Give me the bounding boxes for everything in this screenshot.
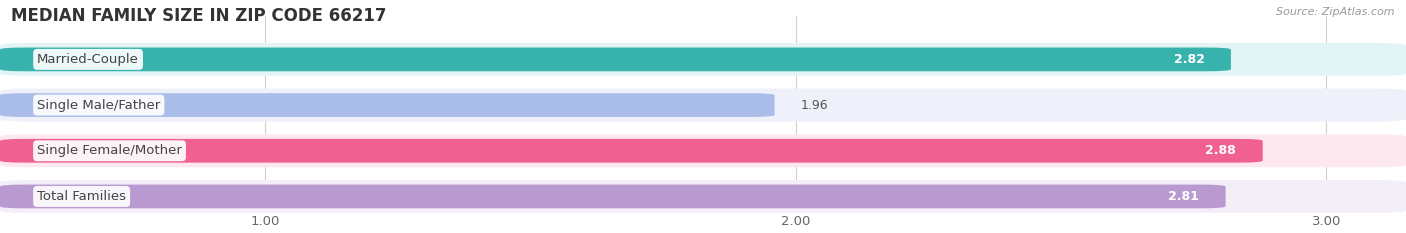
FancyBboxPatch shape	[0, 43, 1406, 76]
FancyBboxPatch shape	[0, 48, 1230, 71]
Text: Married-Couple: Married-Couple	[37, 53, 139, 66]
FancyBboxPatch shape	[0, 185, 1226, 208]
Text: 2.88: 2.88	[1205, 144, 1236, 157]
Text: 3.00: 3.00	[1312, 215, 1341, 227]
Text: Single Female/Mother: Single Female/Mother	[37, 144, 181, 157]
Text: Total Families: Total Families	[37, 190, 127, 203]
FancyBboxPatch shape	[0, 134, 1406, 167]
FancyBboxPatch shape	[0, 139, 1263, 163]
FancyBboxPatch shape	[0, 89, 1406, 122]
Text: 2.81: 2.81	[1168, 190, 1199, 203]
FancyBboxPatch shape	[0, 180, 1406, 213]
Text: 2.00: 2.00	[782, 215, 810, 227]
Text: Single Male/Father: Single Male/Father	[37, 99, 160, 112]
Text: 1.96: 1.96	[801, 99, 828, 112]
Text: MEDIAN FAMILY SIZE IN ZIP CODE 66217: MEDIAN FAMILY SIZE IN ZIP CODE 66217	[11, 7, 387, 25]
Text: Source: ZipAtlas.com: Source: ZipAtlas.com	[1277, 7, 1395, 17]
Text: 1.00: 1.00	[250, 215, 280, 227]
Text: 2.82: 2.82	[1174, 53, 1205, 66]
FancyBboxPatch shape	[0, 93, 775, 117]
